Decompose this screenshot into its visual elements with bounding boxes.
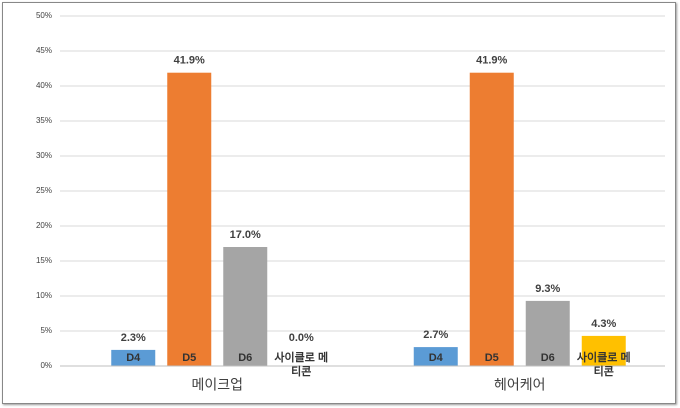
bar — [167, 72, 212, 366]
y-tick-label: 10% — [36, 291, 52, 300]
y-tick-label: 45% — [36, 46, 52, 55]
value-label: 17.0% — [230, 229, 261, 241]
series-label: D4 — [428, 352, 443, 364]
series-label: D6 — [540, 352, 555, 364]
series-label: D5 — [182, 352, 197, 364]
y-tick-label: 20% — [36, 221, 52, 230]
y-tick-label: 30% — [36, 151, 52, 160]
y-tick-label: 15% — [36, 256, 52, 265]
y-tick-label: 50% — [36, 11, 52, 20]
series-label: 사이클로 메티콘 — [576, 352, 631, 378]
y-tick-label: 0% — [40, 361, 52, 370]
y-tick-label: 25% — [36, 186, 52, 195]
series-label: D4 — [126, 352, 141, 364]
value-label: 41.9% — [174, 55, 205, 67]
value-label: 4.3% — [591, 318, 616, 330]
x-category-label: 메이크업 — [191, 377, 243, 393]
value-label: 2.3% — [121, 332, 146, 344]
bar — [469, 72, 514, 366]
y-tick-label: 35% — [36, 116, 52, 125]
x-category-label: 헤어케어 — [494, 377, 546, 393]
bar — [581, 335, 626, 366]
series-label: D5 — [484, 352, 499, 364]
bar — [111, 349, 156, 366]
value-label: 41.9% — [476, 55, 507, 67]
bar — [525, 300, 570, 366]
value-label: 0.0% — [289, 332, 314, 344]
bar — [413, 347, 458, 366]
y-tick-label: 40% — [36, 81, 52, 90]
series-label: 사이클로 메티콘 — [274, 352, 329, 378]
series-label: D6 — [238, 352, 253, 364]
y-tick-label: 5% — [40, 326, 52, 335]
value-label: 9.3% — [535, 283, 560, 295]
value-label: 2.7% — [423, 329, 448, 341]
frame — [2, 2, 676, 404]
bar — [223, 247, 268, 366]
